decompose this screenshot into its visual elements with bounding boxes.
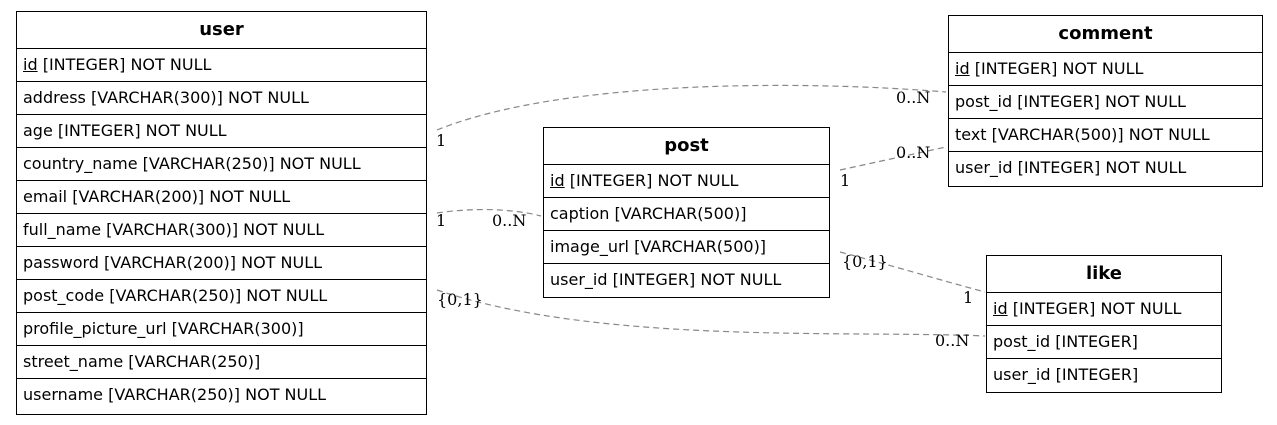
field-row: caption [VARCHAR(500)]	[544, 198, 829, 231]
field-row: text [VARCHAR(500)] NOT NULL	[949, 119, 1262, 152]
multiplicity-label: 0..N	[896, 88, 931, 107]
multiplicity-label: 1	[436, 211, 447, 230]
multiplicity-label: 0..N	[492, 211, 527, 230]
multiplicity-label: 1	[840, 171, 851, 190]
entity-user: user id [INTEGER] NOT NULL address [VARC…	[16, 11, 427, 415]
field-row: street_name [VARCHAR(250)]	[17, 346, 426, 379]
edge-post-like	[839, 251, 986, 293]
field-row: email [VARCHAR(200)] NOT NULL	[17, 181, 426, 214]
multiplicity-label: 1	[963, 288, 974, 307]
multiplicity-label: 0..N	[896, 143, 931, 162]
entity-title: post	[544, 128, 829, 165]
entity-post: post id [INTEGER] NOT NULL caption [VARC…	[543, 127, 830, 298]
field-row: post_id [INTEGER] NOT NULL	[949, 86, 1262, 119]
multiplicity-label: 1	[436, 131, 447, 150]
multiplicity-label: {0,1}	[842, 252, 888, 271]
field-row: id [INTEGER] NOT NULL	[544, 165, 829, 198]
field-type: [INTEGER] NOT NULL	[969, 59, 1144, 78]
field-type: [INTEGER] NOT NULL	[564, 171, 739, 190]
field-row: profile_picture_url [VARCHAR(300)]	[17, 313, 426, 346]
field-row: id [INTEGER] NOT NULL	[17, 49, 426, 82]
edge-user-post	[436, 208, 542, 217]
field-row: image_url [VARCHAR(500)]	[544, 231, 829, 264]
entity-title: like	[987, 256, 1221, 293]
edge-user-comment	[436, 84, 947, 131]
field-row: user_id [INTEGER] NOT NULL	[955, 158, 1187, 177]
primary-key: id	[23, 55, 38, 74]
entity-title: user	[17, 12, 426, 49]
field-row: user_id [INTEGER]	[993, 365, 1139, 384]
multiplicity-label: 0..N	[935, 331, 970, 350]
field-row: id [INTEGER] NOT NULL	[987, 293, 1221, 326]
field-row: full_name [VARCHAR(300)] NOT NULL	[17, 214, 426, 247]
field-row: address [VARCHAR(300)] NOT NULL	[17, 82, 426, 115]
edge-user-like	[436, 289, 986, 337]
field-type: [INTEGER] NOT NULL	[37, 55, 212, 74]
field-row: country_name [VARCHAR(250)] NOT NULL	[17, 148, 426, 181]
primary-key: id	[993, 299, 1008, 318]
field-row: post_id [INTEGER]	[987, 326, 1221, 359]
field-row: user_id [INTEGER] NOT NULL	[550, 270, 782, 289]
multiplicity-label: {0,1}	[437, 290, 483, 309]
primary-key: id	[550, 171, 565, 190]
field-row: username [VARCHAR(250)] NOT NULL	[23, 385, 327, 404]
field-row: age [INTEGER] NOT NULL	[17, 115, 426, 148]
entity-like: like id [INTEGER] NOT NULL post_id [INTE…	[986, 255, 1222, 393]
field-row: post_code [VARCHAR(250)] NOT NULL	[17, 280, 426, 313]
entity-comment: comment id [INTEGER] NOT NULL post_id [I…	[948, 15, 1263, 187]
field-row: id [INTEGER] NOT NULL	[949, 53, 1262, 86]
entity-title: comment	[949, 16, 1262, 53]
primary-key: id	[955, 59, 970, 78]
field-row: password [VARCHAR(200)] NOT NULL	[17, 247, 426, 280]
field-type: [INTEGER] NOT NULL	[1007, 299, 1182, 318]
edge-post-comment	[839, 146, 947, 171]
